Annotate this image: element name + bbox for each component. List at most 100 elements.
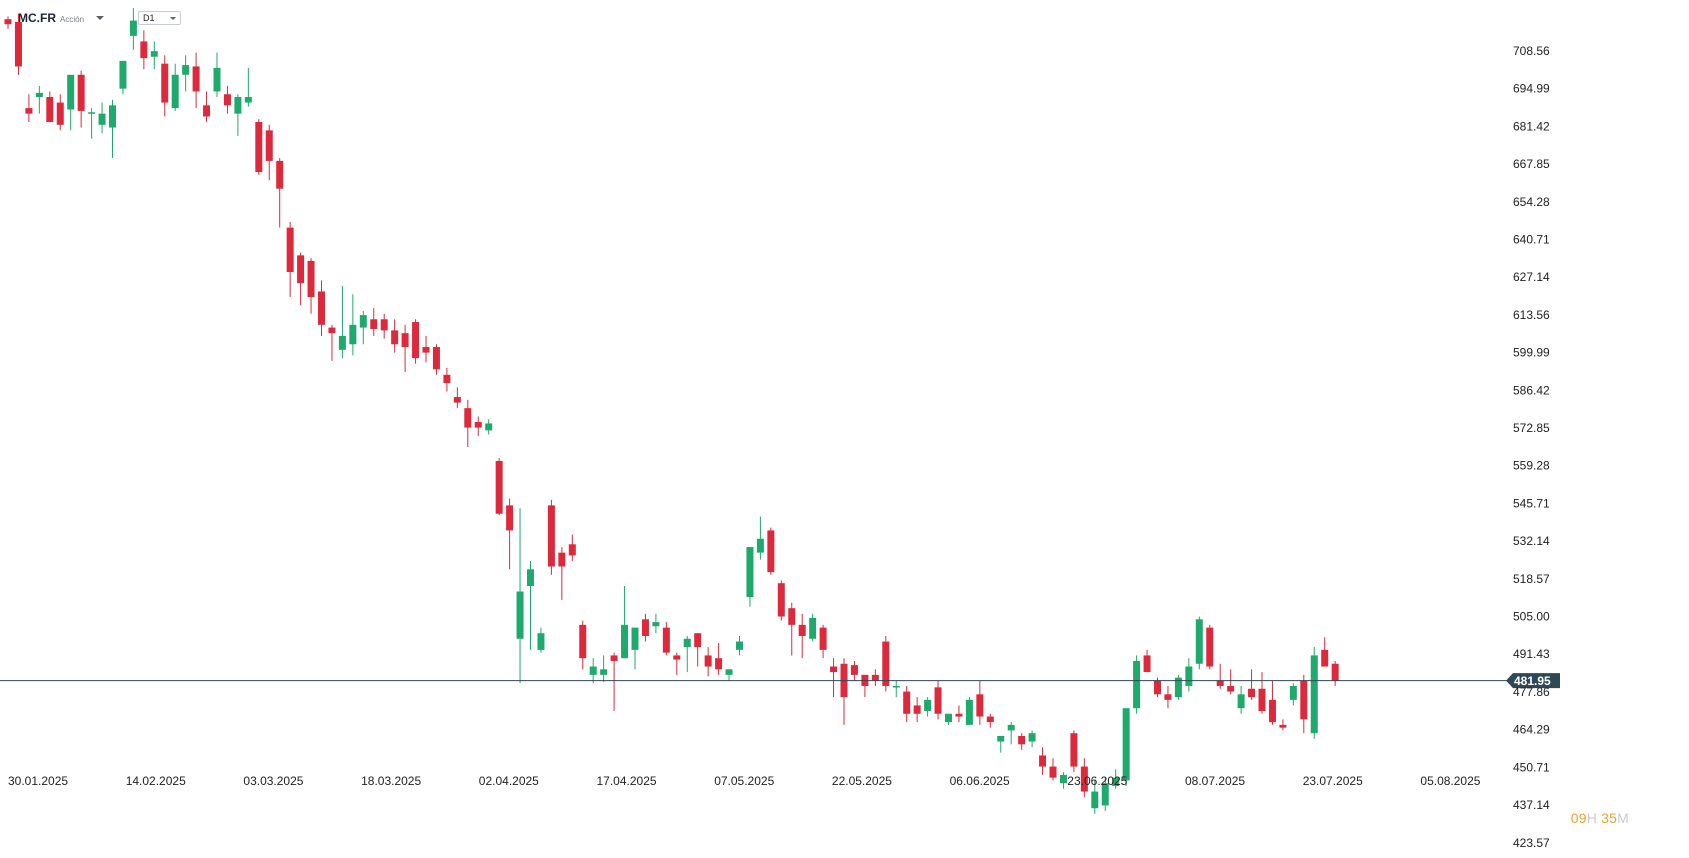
candle — [223, 85, 231, 114]
candle — [673, 652, 681, 675]
candle — [1122, 708, 1130, 786]
candle-body — [600, 669, 608, 675]
candle-body — [725, 669, 733, 675]
candle — [443, 367, 451, 392]
candle-body — [641, 619, 649, 636]
candle — [35, 85, 43, 114]
y-tick-label: 667.85 — [1513, 157, 1550, 171]
candle — [1049, 758, 1057, 781]
candle-body — [1268, 699, 1276, 723]
candle-body — [610, 655, 618, 661]
candle-body — [223, 94, 231, 106]
candle — [129, 8, 137, 50]
candle — [1028, 730, 1036, 748]
candle-body — [359, 315, 367, 328]
candle-body — [788, 608, 796, 625]
candle-body — [1216, 680, 1224, 686]
candle — [631, 627, 639, 670]
symbol-dropdown-caret-icon[interactable] — [96, 16, 105, 20]
y-tick-label: 437.14 — [1513, 798, 1550, 812]
candle — [579, 620, 587, 670]
candle — [934, 680, 942, 720]
candle-body — [986, 716, 994, 723]
candle — [1007, 722, 1015, 745]
y-axis: 708.56 694.99 681.42 667.85 654.28 640.71 627.… — [1513, 44, 1550, 850]
x-tick-label: 02.04.2025 — [479, 774, 539, 788]
candle-body — [328, 327, 336, 334]
candle-body — [798, 624, 806, 636]
candle-body — [1185, 666, 1193, 686]
current-price-tag-bg — [1506, 673, 1560, 689]
y-tick-label: 572.85 — [1513, 421, 1550, 435]
candle — [1248, 669, 1256, 700]
candle — [621, 585, 629, 659]
countdown-minutes-unit: M — [1617, 810, 1629, 826]
candle — [46, 91, 54, 123]
candle-body — [997, 735, 1005, 742]
candle — [244, 67, 252, 107]
candle-body — [1310, 655, 1318, 734]
candle — [767, 527, 775, 575]
candle-body — [1331, 663, 1339, 681]
candle — [391, 319, 399, 353]
x-tick-label: 22.05.2025 — [832, 774, 892, 788]
y-tick-label: 477.86 — [1513, 685, 1550, 699]
candle — [474, 416, 482, 436]
candle — [547, 499, 555, 575]
candle-body — [558, 552, 566, 567]
candle-body — [1133, 660, 1141, 709]
candles-layer — [4, 8, 1339, 814]
candle-body — [715, 658, 723, 670]
candle-body — [46, 97, 54, 123]
candle — [119, 60, 127, 95]
candle — [997, 735, 1005, 753]
candle — [641, 613, 649, 642]
candle-body — [67, 74, 75, 110]
x-tick-label: 30.01.2025 — [8, 774, 68, 788]
current-price-line-layer: 481.95 — [0, 673, 1560, 689]
candle-body — [1300, 680, 1308, 720]
candle-body — [1080, 766, 1088, 792]
candle-body — [756, 538, 764, 553]
candle — [1289, 683, 1297, 706]
candle-body — [631, 627, 639, 650]
candle-body — [850, 665, 858, 675]
candle — [1268, 680, 1276, 725]
countdown-hours-unit: H — [1586, 810, 1598, 826]
chevron-down-icon — [170, 16, 176, 20]
y-tick-label: 599.99 — [1513, 346, 1550, 360]
y-tick-label: 654.28 — [1513, 195, 1550, 209]
candle — [568, 534, 576, 561]
candle — [182, 55, 190, 92]
timeframe-select[interactable]: D1 — [138, 11, 181, 25]
candle-body — [694, 633, 702, 648]
candle-body — [1321, 649, 1329, 667]
candle — [286, 222, 294, 298]
candle — [1195, 616, 1203, 670]
x-tick-label: 08.07.2025 — [1185, 774, 1245, 788]
candle — [756, 516, 764, 560]
candle — [1018, 733, 1026, 750]
candle — [965, 697, 973, 725]
candle-body — [391, 330, 399, 345]
candle-body — [662, 627, 670, 653]
candle — [798, 613, 806, 659]
candle-body — [109, 105, 116, 128]
candle-body — [871, 674, 879, 681]
candle-body — [276, 160, 284, 189]
candle-body — [652, 622, 660, 627]
y-tick-label: 545.71 — [1513, 496, 1550, 510]
candle — [850, 660, 858, 681]
y-tick-label: 627.14 — [1513, 270, 1550, 284]
x-tick-label: 23.06.2025 — [1067, 774, 1127, 788]
candle — [412, 319, 420, 364]
candle — [265, 124, 273, 181]
candle-body — [506, 505, 514, 531]
candle — [234, 94, 242, 136]
candle — [871, 669, 879, 686]
candle-body — [819, 627, 827, 650]
candle-body — [140, 41, 148, 59]
candle-body — [161, 63, 169, 103]
candle — [1310, 647, 1318, 739]
